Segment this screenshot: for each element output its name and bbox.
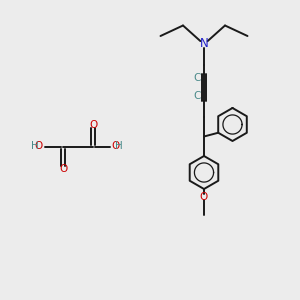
Text: O: O [59, 164, 67, 175]
Text: O: O [111, 141, 119, 152]
Text: O: O [89, 119, 97, 130]
Text: N: N [200, 37, 208, 50]
Text: C: C [194, 91, 201, 101]
Text: H: H [115, 141, 122, 152]
Text: O: O [35, 141, 43, 152]
Text: C: C [194, 73, 201, 83]
Text: O: O [200, 191, 208, 202]
Text: H: H [31, 141, 39, 152]
